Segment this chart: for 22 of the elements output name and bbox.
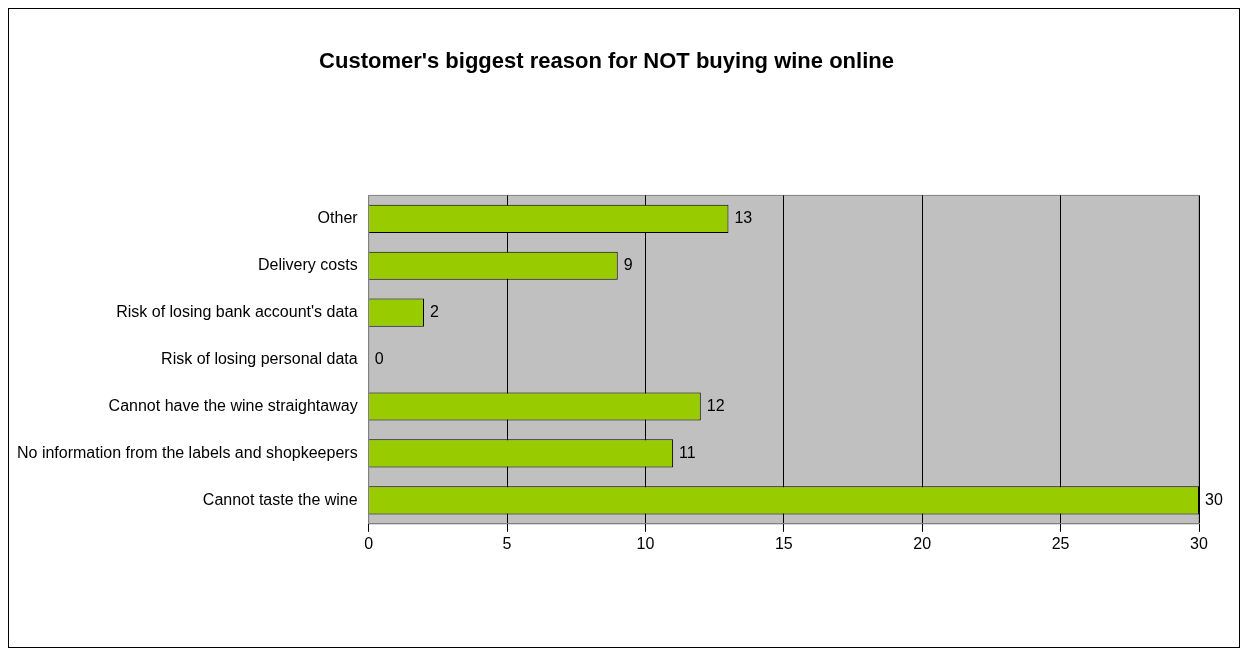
data-label: 30 (1205, 490, 1223, 508)
chart-title: Customer's biggest reason for NOT buying wine online (319, 48, 894, 74)
y-tick-label: Cannot taste the wine (202, 490, 358, 508)
x-tick-label: 25 (1051, 534, 1070, 552)
x-tick-label: 30 (1190, 534, 1208, 552)
x-tick-label: 20 (913, 534, 932, 552)
data-label: 13 (734, 209, 753, 227)
data-label: 9 (623, 256, 633, 274)
y-tick-label: Risk of losing personal data (161, 350, 358, 368)
x-tick-label: 5 (502, 534, 512, 552)
data-label: 2 (429, 303, 439, 321)
y-tick-label: Risk of losing bank account's data (116, 303, 358, 321)
x-tick-label: 0 (364, 534, 374, 552)
data-label: 11 (679, 443, 696, 461)
data-label: 0 (374, 350, 384, 368)
y-tick-label: No information from the labels and shopkeepers (16, 443, 358, 461)
y-tick-label: Delivery costs (258, 256, 358, 274)
x-tick-label: 10 (636, 534, 655, 552)
data-label: 12 (706, 396, 725, 414)
y-tick-label: Cannot have the wine straightaway (108, 396, 358, 414)
y-tick-label: Other (317, 209, 359, 227)
x-tick-label: 15 (774, 534, 793, 552)
